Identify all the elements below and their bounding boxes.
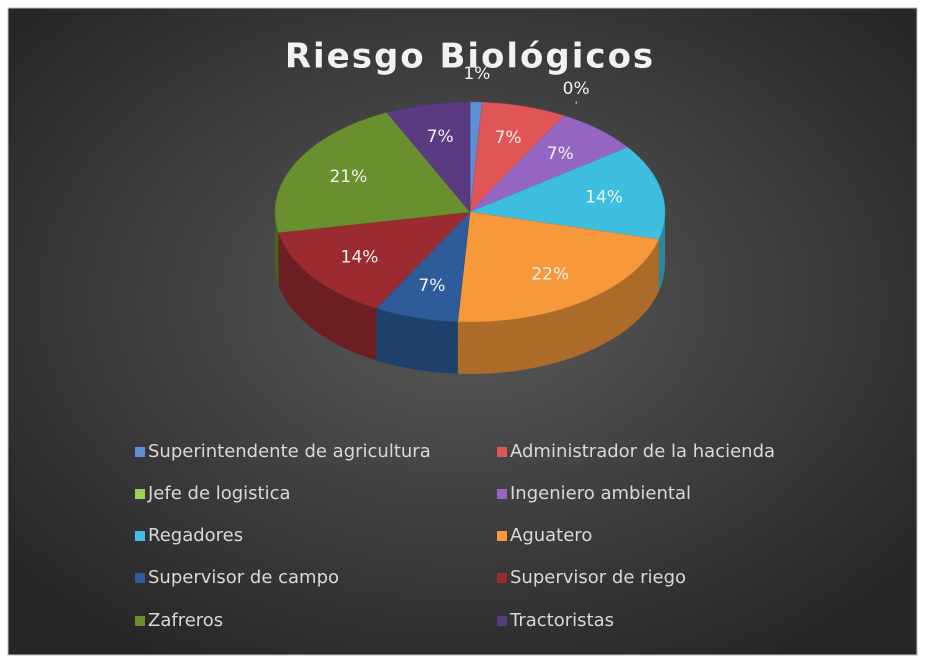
legend-label: Aguatero xyxy=(510,525,592,546)
slice xyxy=(457,211,660,323)
data-label: 7% xyxy=(547,144,574,164)
legend-swatch xyxy=(497,616,507,626)
data-label: 7% xyxy=(418,276,445,296)
slice-side xyxy=(457,239,659,374)
slice-side xyxy=(278,232,377,361)
legend-swatch xyxy=(497,573,507,583)
legend-swatch xyxy=(135,616,145,626)
legend-label: Superintendente de agricultura xyxy=(148,441,431,462)
slice xyxy=(469,147,666,240)
data-label: 0% xyxy=(563,79,590,99)
data-label: 1% xyxy=(463,64,490,84)
slice-side xyxy=(658,212,665,292)
data-label: 22% xyxy=(531,264,569,284)
chart-title: Riesgo Biológicos xyxy=(285,37,655,77)
data-label: 7% xyxy=(495,128,522,148)
legend-label: Supervisor de riego xyxy=(510,567,686,588)
legend-label: Tractoristas xyxy=(509,610,614,631)
slice xyxy=(274,112,471,233)
legend-swatch xyxy=(135,531,145,541)
legend-swatch xyxy=(497,447,507,457)
legend-label: Zafreros xyxy=(148,610,223,631)
data-label: 7% xyxy=(427,127,454,147)
data-label: 14% xyxy=(341,247,379,267)
slice xyxy=(386,101,471,213)
slice-side xyxy=(376,308,458,374)
legend-swatch xyxy=(135,447,145,457)
legend-label: Jefe de logistica xyxy=(147,483,291,504)
legend-label: Supervisor de campo xyxy=(148,567,339,588)
legend-swatch xyxy=(135,573,145,583)
legend-label: Regadores xyxy=(148,525,243,546)
legend-swatch xyxy=(135,489,145,499)
data-label: 14% xyxy=(585,188,623,208)
legend-swatch xyxy=(497,489,507,499)
legend-label: Ingeniero ambiental xyxy=(510,483,691,504)
data-label: 21% xyxy=(329,167,367,187)
legend-label: Administrador de la hacienda xyxy=(510,441,775,462)
legend-swatch xyxy=(497,531,507,541)
slice xyxy=(278,211,471,309)
